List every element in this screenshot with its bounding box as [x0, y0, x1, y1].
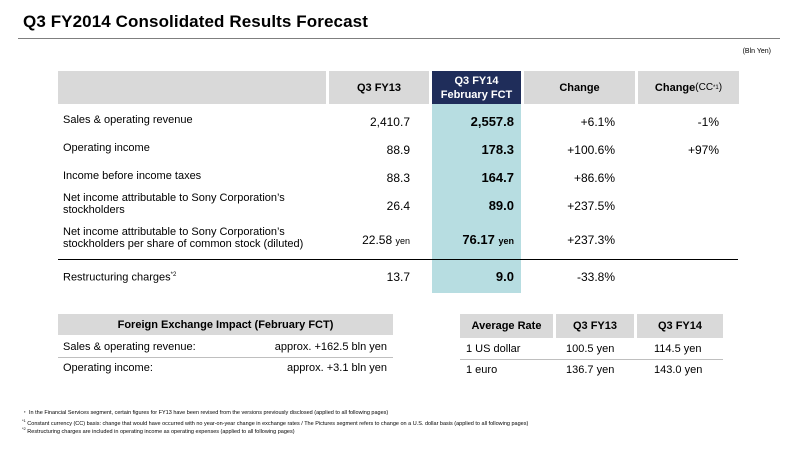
footnote-1-text: Constant currency (CC) basis: change tha… — [25, 420, 529, 427]
fx-oi-label: Operating income: — [63, 362, 153, 374]
row-label-restructuring: Restructuring charges*2 — [63, 270, 176, 284]
rate-header-fy13: Q3 FY13 — [556, 314, 634, 338]
row-eps-fy13: 22.58 yen — [362, 233, 410, 247]
header-change-cc: Change (CC *1) — [638, 71, 739, 104]
header-fct: Q3 FY14 February FCT — [432, 71, 521, 104]
fx-sales-label: Sales & operating revenue: — [63, 341, 196, 353]
row-label-sales: Sales & operating revenue — [63, 114, 193, 126]
fx-sales-value: approx. +162.5 bln yen — [274, 341, 387, 353]
row-rc-change: -33.8% — [576, 270, 615, 284]
header-change: Change — [524, 71, 635, 104]
fct-column-highlight — [432, 104, 521, 293]
rate-usd-fy14: 114.5 yen — [654, 343, 702, 355]
rate-row-divider — [460, 359, 723, 360]
row-ni-fct: 89.0 — [488, 198, 514, 213]
row-ibt-fy13: 88.3 — [386, 171, 410, 185]
row-sales-change: +6.1% — [580, 115, 615, 129]
row-oi-cc: +97% — [687, 143, 719, 157]
row-ibt-fct: 164.7 — [481, 170, 514, 185]
footnote-bullet: ・ In the Financial Services segment, cer… — [22, 410, 389, 416]
header-change-cc-label: Change — [654, 81, 696, 94]
row-sales-fy13: 2,410.7 — [369, 115, 410, 129]
header-change-label: Change — [559, 81, 600, 94]
row-eps-change: +237.3% — [567, 233, 615, 247]
rate-eur-label: 1 euro — [466, 364, 498, 376]
title-divider — [18, 38, 780, 39]
row-eps-fct-unit: yen — [498, 236, 514, 246]
header-change-cc-sup: *1 — [713, 84, 719, 91]
row-label-restructuring-text: Restructuring charges — [63, 271, 171, 284]
row-oi-change: +100.6% — [567, 143, 615, 157]
header-fct-line1: Q3 FY14 — [454, 74, 499, 87]
row-eps-fy13-value: 22.58 — [362, 233, 393, 247]
row-rc-fct: 9.0 — [495, 269, 514, 284]
header-change-cc-suffix: (CC — [695, 81, 714, 93]
row-oi-fct: 178.3 — [481, 142, 514, 157]
row-oi-fy13: 88.9 — [386, 143, 410, 157]
row-sales-cc: -1% — [697, 115, 719, 129]
row-eps-fy13-unit: yen — [395, 236, 410, 246]
page-title: Q3 FY2014 Consolidated Results Forecast — [23, 12, 368, 31]
fx-impact-header: Foreign Exchange Impact (February FCT) — [58, 314, 393, 335]
row-label-net-income-line1: Net income attributable to Sony Corporat… — [63, 192, 285, 204]
rate-header-average: Average Rate — [460, 314, 553, 338]
row-label-restructuring-sup: *2 — [170, 272, 177, 278]
fx-oi-value: approx. +3.1 bln yen — [287, 362, 387, 374]
row-separator — [58, 259, 738, 260]
header-fy13: Q3 FY13 — [329, 71, 429, 104]
footnote-2: *2 Restructuring charges are included in… — [22, 426, 295, 435]
header-change-cc-close: ) — [718, 81, 723, 93]
rate-usd-label: 1 US dollar — [466, 343, 521, 355]
row-rc-fy13: 13.7 — [386, 270, 410, 284]
unit-label: (Bln Yen) — [742, 48, 771, 55]
header-fy13-label: Q3 FY13 — [356, 81, 402, 94]
header-cell-label — [58, 71, 326, 104]
rate-eur-fy14: 143.0 yen — [654, 364, 703, 376]
row-eps-fct-value: 76.17 — [462, 232, 495, 247]
fx-row-divider — [58, 357, 393, 358]
rate-usd-fy13: 100.5 yen — [566, 343, 615, 355]
footnote-2-text: Restructuring charges are included in op… — [25, 428, 295, 435]
row-label-operating-income: Operating income — [63, 142, 150, 154]
header-cell-change — [524, 71, 635, 104]
header-cell-fy13 — [329, 71, 429, 104]
row-sales-fct: 2,557.8 — [470, 114, 514, 129]
header-cell-change-cc — [638, 71, 739, 104]
row-ni-fy13: 26.4 — [386, 199, 410, 213]
row-eps-fct: 76.17 yen — [462, 232, 514, 247]
header-fct-line2: February FCT — [440, 88, 513, 101]
rate-header-fy14: Q3 FY14 — [637, 314, 723, 338]
row-label-net-income-line2: stockholders — [63, 204, 125, 216]
row-label-income-before-taxes: Income before income taxes — [63, 170, 202, 182]
footnote-1: *1 Constant currency (CC) basis: change … — [22, 418, 528, 427]
footnote-2-sup: *2 — [22, 426, 26, 431]
footnote-1-sup: *1 — [22, 418, 26, 423]
row-ibt-change: +86.6% — [573, 171, 615, 185]
row-label-eps-line1: Net income attributable to Sony Corporat… — [63, 226, 285, 238]
header-cell-fct — [432, 71, 521, 104]
rate-eur-fy13: 136.7 yen — [566, 364, 615, 376]
row-ni-change: +237.5% — [567, 199, 615, 213]
row-label-eps-line2: stockholders per share of common stock (… — [63, 238, 304, 250]
